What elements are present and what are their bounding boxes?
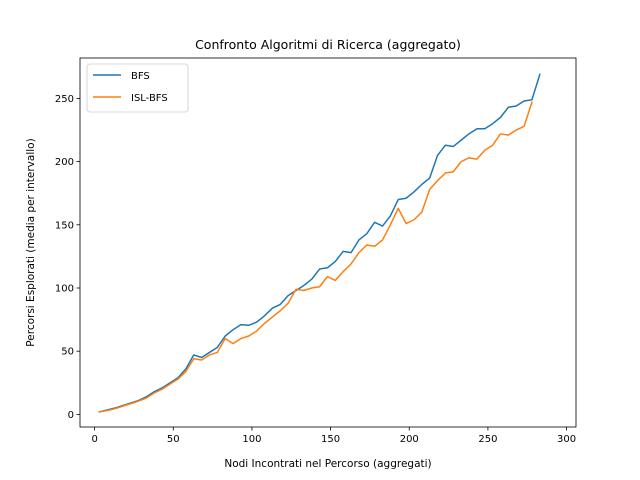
series-layer bbox=[98, 73, 541, 413]
x-axis-label: Nodi Incontrati nel Percorso (aggregati) bbox=[224, 458, 431, 470]
x-tick-label: 150 bbox=[321, 434, 340, 445]
plot-frame bbox=[79, 57, 577, 428]
x-tick-label: 200 bbox=[400, 434, 419, 445]
legend: BFS ISL-BFS bbox=[86, 63, 189, 113]
y-tick-label: 0 bbox=[68, 410, 74, 421]
y-axis-ticks: 0 50 100 150 200 250 bbox=[55, 94, 80, 421]
series-line-bfs bbox=[98, 73, 541, 413]
x-tick-label: 300 bbox=[557, 434, 576, 445]
y-tick-label: 50 bbox=[61, 347, 74, 358]
x-axis-ticks: 0 50 100 150 200 250 300 bbox=[91, 427, 576, 445]
y-tick-label: 100 bbox=[55, 283, 74, 294]
y-tick-label: 200 bbox=[55, 157, 74, 168]
chart-title: Confronto Algoritmi di Ricerca (aggregat… bbox=[195, 37, 461, 52]
y-tick-label: 150 bbox=[55, 220, 74, 231]
legend-box bbox=[86, 63, 189, 113]
x-tick-label: 50 bbox=[167, 434, 180, 445]
series-line-isl-bfs bbox=[98, 101, 533, 413]
plot-area bbox=[80, 58, 576, 427]
x-tick-label: 250 bbox=[478, 434, 497, 445]
x-tick-label: 0 bbox=[91, 434, 97, 445]
legend-label-isl-bfs: ISL-BFS bbox=[131, 93, 168, 104]
x-tick-label: 100 bbox=[242, 434, 261, 445]
y-tick-label: 250 bbox=[55, 94, 74, 105]
legend-label-bfs: BFS bbox=[131, 71, 150, 82]
y-axis-label: Percorsi Esplorati (media per intervallo… bbox=[25, 138, 37, 346]
